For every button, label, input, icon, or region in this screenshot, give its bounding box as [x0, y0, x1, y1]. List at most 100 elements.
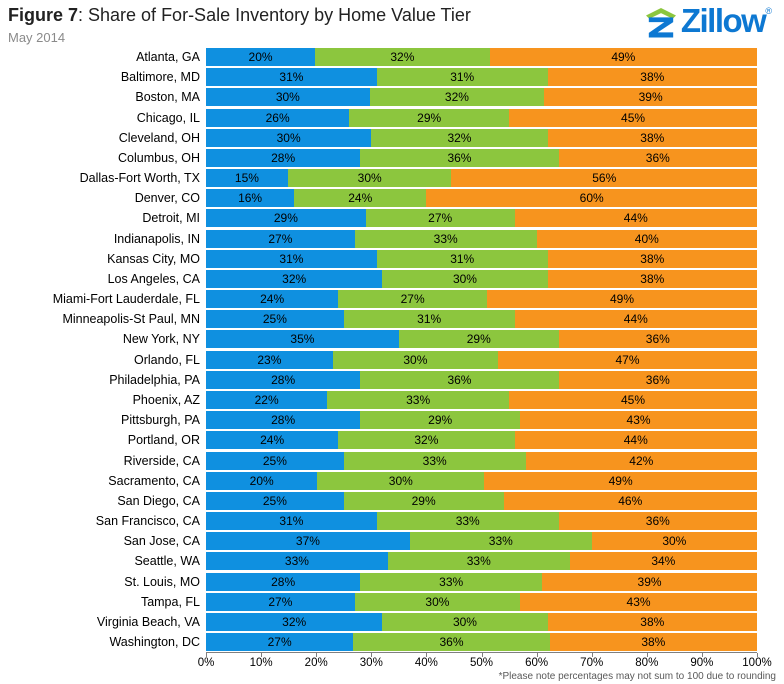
bar-segment-green: 32%	[371, 128, 548, 147]
bar-value-label: 37%	[295, 534, 320, 549]
bar-value-label: 29%	[466, 332, 491, 347]
figure-header: Figure 7: Share of For-Sale Inventory by…	[8, 5, 471, 45]
page-subtitle: May 2014	[8, 30, 66, 45]
bar-value-label: 38%	[640, 70, 665, 85]
bar-value-label: 24%	[260, 292, 285, 307]
bar-value-label: 31%	[279, 70, 304, 85]
row-label: Dallas-Fort Worth, TX	[79, 171, 200, 186]
bar-value-label: 38%	[640, 271, 665, 286]
bar-track: 28% 29% 43%	[206, 411, 758, 430]
zillow-logo: Zillow ®	[644, 4, 772, 38]
bar-value-label: 33%	[406, 393, 431, 407]
bar-segment-blue: 28%	[206, 370, 361, 389]
bar-track: 37% 33% 30%	[206, 532, 757, 551]
bar-value-label: 32%	[444, 90, 469, 105]
bar-segment-blue: 20%	[206, 48, 316, 67]
chart-row: San Diego, CA 25% 29% 46%	[0, 491, 784, 511]
bar-value-label: 24%	[348, 191, 373, 206]
row-label: Virginia Beach, VA	[96, 614, 200, 629]
chart-row: Orlando, FL 23% 30% 47%	[0, 350, 784, 370]
row-label: Denver, CO	[134, 191, 200, 206]
axis-tick	[481, 653, 483, 657]
axis-tick	[757, 653, 758, 657]
axis-tick-label: 50%	[469, 657, 494, 669]
bar-segment-blue: 30%	[206, 88, 370, 107]
bar-value-label: 35%	[290, 332, 315, 347]
bar-value-label: 28%	[271, 150, 296, 165]
bar-segment-blue: 32%	[206, 612, 383, 631]
bar-value-label: 32%	[282, 614, 307, 629]
bar-segment-orange: 60%	[426, 189, 757, 208]
bar-segment-green: 33%	[360, 572, 543, 591]
bar-value-label: 30%	[275, 90, 300, 105]
bar-segment-green: 33%	[327, 391, 510, 409]
chart-row: Boston, MA 30% 32% 39%	[0, 87, 784, 107]
bar-value-label: 25%	[262, 493, 287, 508]
bar-segment-orange: 30%	[591, 532, 757, 551]
axis-tick	[426, 653, 428, 657]
bar-value-label: 31%	[279, 514, 304, 529]
row-label: Atlanta, GA	[136, 50, 200, 65]
bar-value-label: 27%	[268, 231, 293, 246]
bar-track: 29% 27% 44%	[206, 209, 757, 228]
row-label: Chicago, IL	[136, 110, 200, 125]
bar-segment-green: 30%	[354, 592, 521, 611]
row-label: Riverside, CA	[123, 453, 200, 468]
bar-track: 25% 29% 46%	[206, 491, 757, 510]
bar-segment-blue: 26%	[206, 108, 350, 127]
bar-segment-green: 36%	[360, 148, 559, 167]
bar-value-label: 23%	[257, 352, 282, 367]
bar-value-label: 33%	[439, 574, 464, 589]
chart-row: Cleveland, OH 30% 32% 38%	[0, 128, 784, 148]
row-label: Sacramento, CA	[108, 473, 200, 488]
row-label: Minneapolis-St Paul, MN	[62, 312, 200, 327]
bar-segment-blue: 15%	[206, 169, 288, 188]
bar-segment-blue: 25%	[206, 491, 344, 510]
bar-segment-green: 29%	[360, 411, 521, 430]
axis-tick	[536, 653, 538, 657]
bar-value-label: 43%	[626, 413, 651, 428]
bar-value-label: 15%	[234, 171, 259, 186]
footnote: *Please note percentages may not sum to …	[498, 671, 776, 682]
axis-tick-label: 100%	[742, 657, 772, 669]
bar-segment-green: 33%	[409, 532, 592, 551]
bar-value-label: 32%	[282, 271, 307, 286]
bar-track: 30% 32% 39%	[206, 88, 757, 107]
axis-tick	[316, 653, 318, 657]
bar-segment-green: 33%	[343, 451, 526, 470]
bar-segment-green: 32%	[338, 431, 515, 450]
row-label: Columbus, OH	[118, 150, 200, 165]
bar-value-label: 31%	[279, 251, 304, 266]
chart-row: Indianapolis, IN 27% 33% 40%	[0, 229, 784, 249]
bar-value-label: 33%	[433, 231, 458, 246]
row-label: Detroit, MI	[142, 211, 200, 226]
bar-value-label: 30%	[425, 594, 450, 609]
bar-track: 25% 33% 42%	[206, 451, 757, 470]
bar-value-label: 20%	[248, 50, 273, 65]
axis-tick-label: 80%	[635, 657, 659, 669]
bar-value-label: 30%	[276, 130, 301, 145]
bar-value-label: 44%	[623, 211, 648, 226]
bar-track: 24% 32% 44%	[206, 431, 757, 450]
chart-row: Dallas-Fort Worth, TX 15% 30% 56%	[0, 168, 784, 188]
bar-value-label: 39%	[638, 90, 663, 105]
chart-row: Detroit, MI 29% 27% 44%	[0, 208, 784, 228]
bar-segment-green: 33%	[354, 229, 537, 248]
bar-value-label: 49%	[608, 473, 633, 488]
bar-segment-blue: 24%	[206, 290, 339, 309]
bar-segment-green: 31%	[343, 310, 515, 329]
bar-segment-orange: 36%	[558, 148, 757, 167]
bar-segment-orange: 36%	[558, 512, 757, 531]
bar-value-label: 29%	[428, 413, 453, 428]
zillow-house-icon	[645, 8, 676, 38]
chart-rows: Atlanta, GA 20% 32% 49% Baltimore, MD 31% 31% 3…	[0, 47, 784, 652]
axis-tick-label: 30%	[359, 657, 383, 669]
axis-tick-label: 40%	[414, 657, 438, 669]
chart-row: Riverside, CA 25% 33% 42%	[0, 450, 784, 470]
bar-value-label: 39%	[637, 574, 662, 589]
bar-segment-green: 27%	[365, 209, 515, 228]
bar-segment-blue: 31%	[206, 249, 377, 268]
bar-segment-green: 30%	[287, 169, 452, 188]
bar-value-label: 29%	[417, 110, 442, 125]
